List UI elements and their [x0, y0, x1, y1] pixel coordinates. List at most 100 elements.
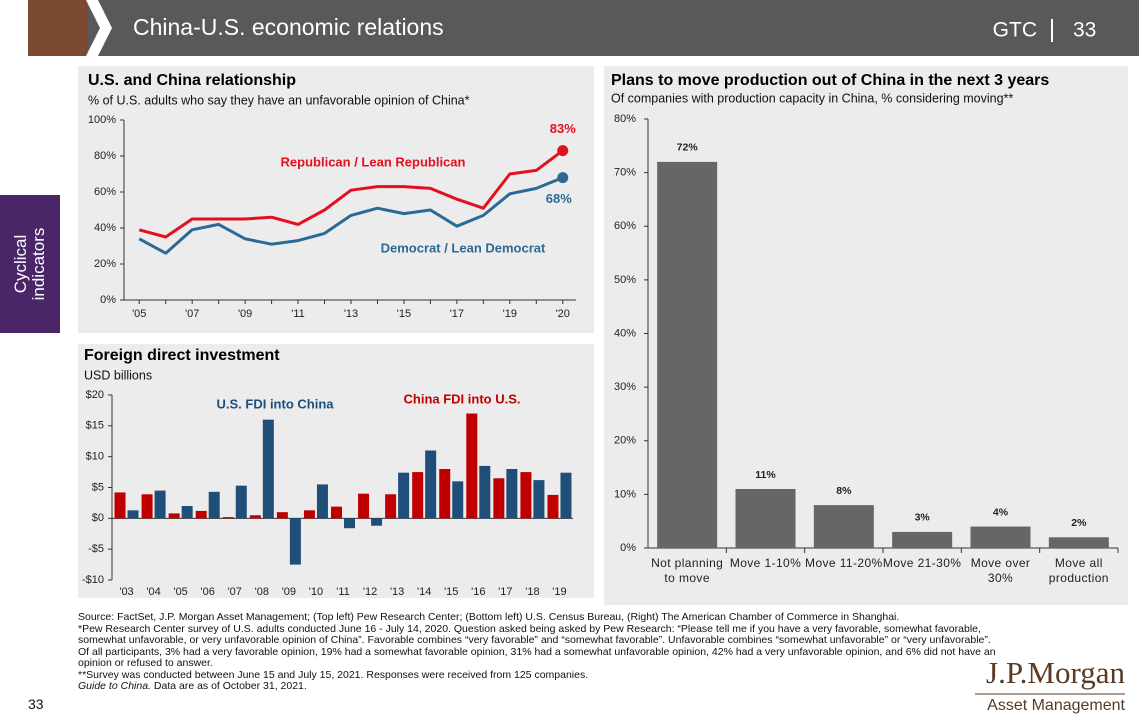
x-tick-label: '05 [173, 586, 187, 598]
y-tick-label: 80% [94, 150, 116, 162]
header-page: 33 [1073, 19, 1096, 42]
x-tick-label: '11 [336, 586, 350, 598]
bar [520, 472, 532, 519]
header-title: China-U.S. economic relations [133, 14, 444, 40]
chart-subtitle: Of companies with production capacity in… [611, 91, 1013, 105]
x-tick-label: '20 [556, 308, 570, 320]
y-tick-label: 20% [614, 435, 636, 447]
footnote: Guide to China. Data are as of October 3… [78, 680, 996, 693]
x-tick-label: '18 [525, 586, 539, 598]
bar [208, 491, 220, 519]
x-tick-label: '03 [119, 586, 133, 598]
bar [168, 513, 180, 519]
y-tick-label: 0% [100, 294, 116, 306]
y-tick-label: 20% [94, 258, 116, 270]
chart-title: U.S. and China relationship [88, 72, 296, 89]
bar [235, 485, 247, 519]
bar [892, 531, 953, 548]
y-tick-label: 60% [94, 186, 116, 198]
y-tick-label: 30% [614, 381, 636, 393]
as-of-note: Data are as of October 31, 2021. [153, 680, 307, 692]
bar [141, 494, 153, 519]
side-tab [0, 195, 60, 333]
bar [114, 492, 126, 519]
chart-title: Plans to move production out of China in… [611, 72, 1049, 89]
header-label: GTC [993, 19, 1037, 42]
y-tick-label: 0% [620, 542, 636, 554]
x-tick-label: '09 [238, 308, 252, 320]
y-tick-label: $20 [86, 389, 104, 401]
series-label: U.S. FDI into China [217, 396, 335, 411]
y-tick-label: $0 [92, 512, 104, 524]
bar [127, 510, 139, 519]
bar [358, 493, 370, 519]
end-point [557, 172, 569, 184]
bar [398, 472, 410, 519]
header-bar [85, 0, 1139, 56]
footnotes: Source: FactSet, J.P. Morgan Asset Manag… [78, 611, 996, 693]
bar [547, 494, 559, 519]
logo-tagline: Asset Management [987, 697, 1125, 714]
end-point [557, 145, 569, 157]
x-tick-label: '19 [552, 586, 566, 598]
bar [262, 419, 274, 519]
bar [385, 494, 397, 519]
x-tick-label: '13 [344, 308, 358, 320]
bar [371, 518, 383, 526]
x-tick-label: '15 [444, 586, 458, 598]
y-tick-label: -$5 [88, 543, 104, 555]
bar [181, 506, 193, 519]
y-tick-label: $5 [92, 481, 104, 493]
x-tick-label: '19 [503, 308, 517, 320]
value-label: 83% [550, 121, 576, 136]
bar [1048, 537, 1109, 548]
chart-subtitle: % of U.S. adults who say they have an un… [88, 93, 470, 107]
bar [813, 505, 874, 548]
logo-name: J.P.Morgan [986, 655, 1125, 690]
bar [344, 518, 355, 529]
x-tick-label: '08 [255, 586, 269, 598]
bar [303, 510, 315, 519]
y-tick-label: 50% [614, 274, 636, 286]
source-note: Source: FactSet, J.P. Morgan Asset Manag… [78, 611, 900, 623]
y-tick-label: -$10 [82, 574, 104, 586]
bar [560, 472, 572, 519]
x-tick-label: '17 [498, 586, 512, 598]
bar [412, 472, 424, 519]
y-tick-label: 80% [614, 113, 636, 125]
x-tick-label: Not planning to move [651, 556, 724, 585]
x-tick-label: '13 [390, 586, 404, 598]
page-number: 33 [28, 696, 44, 712]
x-tick-label: '07 [185, 308, 199, 320]
y-tick-label: $15 [86, 420, 104, 432]
y-tick-label: $10 [86, 451, 104, 463]
chart-subtitle: USD billions [84, 368, 152, 382]
bar [439, 469, 451, 519]
y-tick-label: 40% [94, 222, 116, 234]
bar [154, 490, 166, 519]
x-tick-label: Move over 30% [970, 556, 1031, 585]
x-tick-label: Move 21-30% [882, 556, 962, 570]
x-tick-label: '04 [146, 586, 160, 598]
x-tick-label: '17 [450, 308, 464, 320]
value-label: 11% [755, 469, 776, 481]
x-tick-label: '14 [417, 586, 431, 598]
x-tick-label: '12 [363, 586, 377, 598]
bar [533, 480, 545, 519]
x-tick-label: '16 [471, 586, 485, 598]
bar [195, 510, 207, 519]
bar [657, 161, 718, 548]
y-tick-label: 100% [88, 114, 116, 126]
bar [479, 465, 491, 519]
x-tick-label: '07 [228, 586, 242, 598]
bar [316, 484, 328, 519]
value-label: 3% [915, 512, 931, 524]
bar [331, 506, 342, 519]
x-tick-label: '15 [397, 308, 411, 320]
y-tick-label: 70% [614, 167, 636, 179]
guide-title: Guide to China. [78, 680, 151, 692]
header-block [28, 0, 88, 56]
x-tick-label: '11 [291, 308, 305, 320]
